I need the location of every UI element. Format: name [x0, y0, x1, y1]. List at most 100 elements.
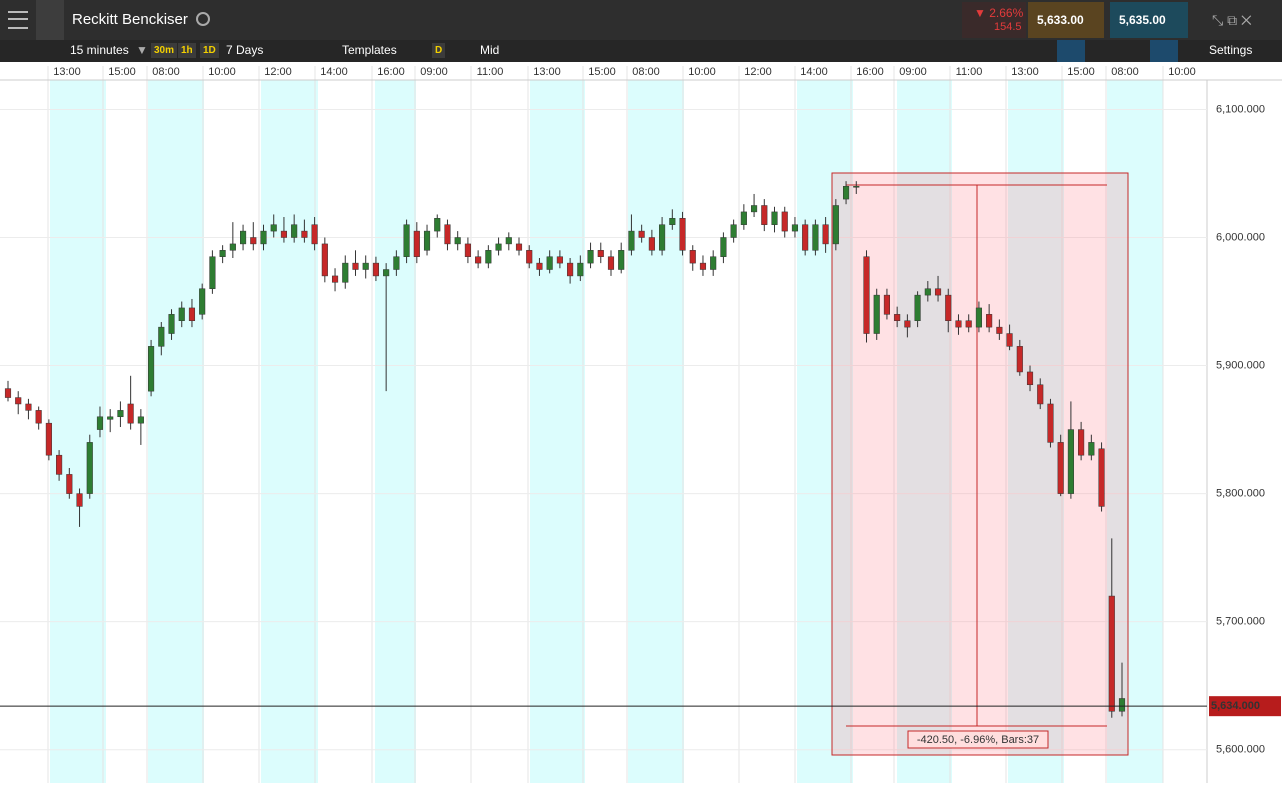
quick-interval[interactable]: 30m — [151, 43, 178, 58]
settings-button[interactable]: Settings — [1209, 43, 1253, 57]
time-label: 15:00 — [108, 66, 136, 78]
time-label: 12:00 — [264, 66, 292, 78]
chart: 13:00 15:00 08:00 10:00 12:00 14:00 16:00 09:00… — [0, 62, 1282, 783]
candle-body — [148, 346, 155, 392]
candle-body — [638, 230, 645, 238]
session-band — [50, 80, 106, 783]
candle-body — [137, 416, 144, 424]
candle-body — [924, 288, 931, 296]
candle-body — [270, 224, 277, 232]
dropdown-arrow[interactable]: ▼ — [136, 43, 148, 57]
candle-body — [1118, 698, 1126, 712]
session-band — [897, 80, 952, 783]
price-type[interactable]: Mid — [480, 43, 500, 57]
candle-body — [556, 256, 563, 264]
chart-icon[interactable] — [36, 0, 64, 40]
candle-body — [853, 186, 860, 188]
candle-body — [199, 288, 206, 315]
search-icon[interactable] — [196, 12, 210, 26]
candle-body — [720, 237, 727, 257]
candle-body — [168, 314, 175, 334]
candle-body — [1108, 595, 1115, 712]
time-axis — [0, 62, 1282, 80]
y-tick-label: 6,000.000 — [1216, 231, 1265, 243]
candle-body — [1006, 333, 1013, 347]
candle-body — [117, 410, 124, 418]
time-label: 15:00 — [1067, 66, 1095, 78]
change-abs: 154.5 — [994, 21, 1022, 33]
time-label: 10:00 — [1168, 66, 1196, 78]
d-button[interactable]: D — [432, 43, 446, 58]
buy-button[interactable] — [1110, 2, 1188, 38]
candle-body — [1067, 429, 1074, 494]
candle-body — [842, 186, 850, 200]
candle-body — [301, 230, 308, 238]
time-label: 14:00 — [800, 66, 828, 78]
candle-body — [321, 243, 328, 277]
quick-interval[interactable]: 1D — [200, 43, 219, 58]
sell-price[interactable]: 5,633.00 — [1037, 13, 1084, 27]
quick-interval[interactable]: 1h — [178, 43, 196, 58]
change-box — [962, 2, 1026, 38]
session-band — [1008, 80, 1064, 783]
time-label: 13:00 — [53, 66, 81, 78]
candle-body — [86, 442, 93, 494]
measure-box — [831, 172, 1129, 756]
templates-button[interactable]: Templates — [342, 43, 397, 57]
tool-active[interactable] — [1150, 40, 1178, 62]
candle-body — [781, 211, 788, 232]
candle-body — [751, 205, 758, 213]
time-label: 10:00 — [688, 66, 716, 78]
menu-icon[interactable] — [8, 11, 28, 29]
candle-body — [1088, 442, 1095, 456]
candle-body — [240, 230, 247, 245]
candle-body — [740, 211, 747, 225]
candle-body — [229, 243, 236, 251]
candle-body — [832, 205, 839, 245]
candle-body — [188, 307, 196, 321]
candle-body — [127, 403, 134, 424]
session-band — [530, 80, 585, 783]
candle-body — [761, 205, 768, 225]
candle-body — [965, 320, 972, 328]
last-price-label: 5,634.000 — [1211, 700, 1260, 712]
candle-body — [1098, 448, 1105, 507]
time-label: 10:00 — [208, 66, 236, 78]
last-price-tag — [1209, 696, 1281, 717]
candle-body — [56, 454, 63, 475]
time-label: 08:00 — [152, 66, 180, 78]
candle-body — [403, 224, 410, 257]
sell-button[interactable] — [1028, 2, 1104, 38]
candle-body — [311, 224, 318, 245]
instrument-name[interactable]: Reckitt Benckiser — [72, 11, 188, 28]
candle-body — [587, 250, 594, 264]
time-label: 12:00 — [744, 66, 772, 78]
measure-label-box — [907, 730, 1049, 749]
interval-select[interactable]: 15 minutes — [70, 43, 129, 57]
candle-body — [444, 224, 451, 245]
y-tick-label: 5,900.000 — [1216, 359, 1265, 371]
time-label: 15:00 — [588, 66, 616, 78]
tool-active[interactable] — [1057, 40, 1085, 62]
candle-body — [883, 294, 890, 315]
candle-body — [791, 224, 799, 232]
time-label: 11:00 — [477, 66, 504, 78]
candle-body — [1047, 403, 1054, 443]
candle-body — [158, 326, 165, 347]
candle-body — [485, 250, 492, 264]
candle-body — [219, 250, 226, 257]
candle-body — [710, 256, 717, 270]
range-select[interactable]: 7 Days — [226, 43, 264, 57]
candle-body — [986, 314, 993, 328]
window-icons[interactable]: ⤡ ⧉ ✕ — [1212, 12, 1252, 28]
candle-body — [96, 416, 104, 430]
buy-price[interactable]: 5,635.00 — [1119, 13, 1166, 27]
candle-body — [1026, 371, 1034, 386]
candle-body — [822, 224, 829, 245]
y-tick-label: 5,800.000 — [1216, 488, 1265, 500]
session-band — [148, 80, 204, 783]
candle-body — [423, 230, 431, 251]
candle-body — [618, 250, 625, 270]
candle-body — [945, 294, 952, 321]
candle-body — [1078, 429, 1085, 456]
